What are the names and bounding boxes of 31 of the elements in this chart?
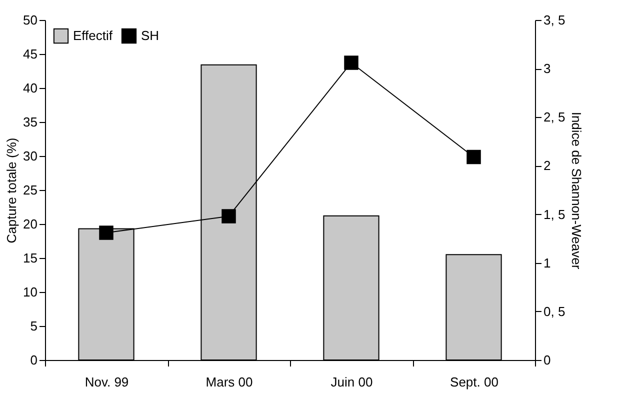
- y-tick-label: 25: [23, 182, 38, 198]
- point: [222, 209, 236, 224]
- y-tick-label: 50: [23, 12, 38, 28]
- y2-tick-label: 3, 5: [544, 12, 566, 28]
- y-tick-label: 0: [30, 352, 38, 368]
- y-tick-label: 15: [23, 250, 38, 266]
- y-tick-label: 5: [30, 318, 38, 334]
- point: [344, 56, 358, 70]
- y2-axis-title: Indice de Shannon-Weaver: [569, 112, 584, 270]
- x-tick-label: Nov. 99: [84, 374, 129, 390]
- y2-tick-label: 0: [544, 352, 551, 368]
- y-tick-label: 30: [23, 148, 38, 164]
- x-tick-label: Juin 00: [330, 374, 373, 390]
- point: [466, 150, 481, 164]
- y-tick-label: 45: [23, 46, 38, 62]
- y-tick-label: 20: [23, 216, 38, 232]
- y2-tick-label: 3: [544, 61, 551, 76]
- y-tick-label: 10: [23, 284, 38, 300]
- y2-tick-label: 1: [544, 255, 551, 270]
- y2-tick-label: 1, 5: [544, 206, 566, 222]
- y-tick-label: 40: [23, 80, 38, 96]
- y-tick-label: 35: [23, 114, 38, 130]
- x-tick-label: Mars 00: [206, 374, 253, 390]
- y2-tick-label: 2: [544, 158, 551, 174]
- y2-tick-label: 0, 5: [544, 304, 566, 319]
- y-axis-title: Capture totale (%): [4, 138, 20, 244]
- x-tick-label: Sept. 00: [450, 374, 498, 390]
- point: [99, 226, 114, 240]
- legend-label: SH: [141, 28, 160, 43]
- y2-tick-label: 2, 5: [544, 110, 566, 125]
- legend-label: Effectif: [73, 28, 113, 43]
